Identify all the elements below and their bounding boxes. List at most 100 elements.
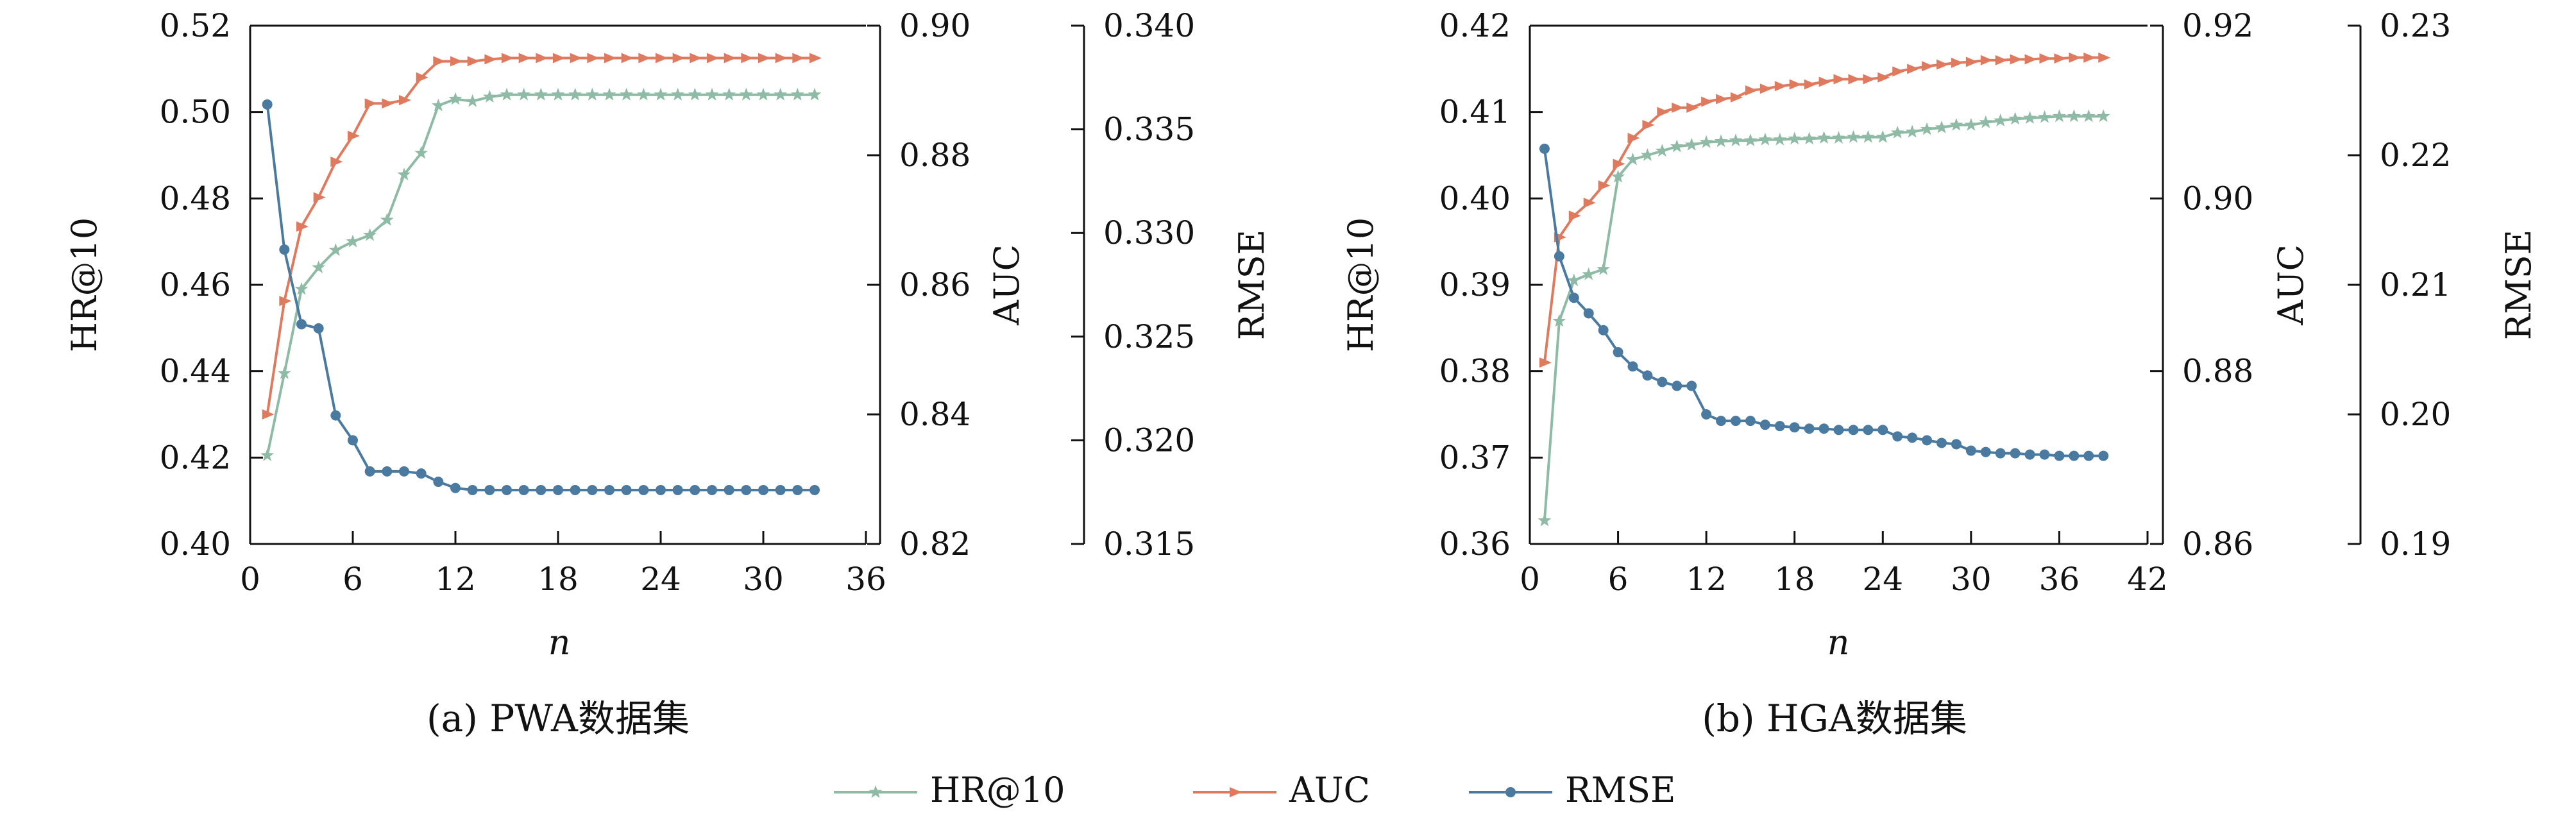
data-point-auc [1627,133,1640,144]
data-point-rmse [2010,448,2021,459]
data-point-rmse [1818,423,1829,434]
data-point-rmse [724,484,734,495]
data-point-hr [1552,314,1566,327]
data-point-hr [1802,132,1817,145]
data-point-auc [450,56,462,67]
data-point-rmse [1672,380,1682,391]
data-point-hr [2038,110,2051,123]
legend-marker-auc [1230,787,1242,797]
data-point-hr [739,87,753,101]
series-line-auc [1543,56,2104,363]
data-point-rmse [1598,325,1609,335]
data-point-rmse [1892,431,1903,442]
rmse-tick-label: 0.19 [2380,525,2451,563]
data-point-rmse [2024,449,2035,460]
data-point-hr [466,94,480,107]
rmse-tick-label: 0.340 [1103,7,1195,44]
data-point-auc [604,53,616,64]
data-point-rmse [1731,416,1741,427]
x-tick-label: 36 [2039,561,2080,598]
data-point-rmse [502,484,512,495]
data-point-rmse [1995,448,2006,459]
x-tick-label: 36 [845,561,886,598]
auc-axis-label: AUC [2271,244,2311,326]
rmse-axis-label: RMSE [1232,230,1272,340]
data-point-rmse [1951,439,1962,450]
x-tick-label: 30 [743,561,784,598]
data-point-rmse [1922,435,1933,446]
data-point-hr [1538,513,1552,527]
data-point-auc [2069,52,2081,63]
data-point-hr [1964,117,1978,131]
hr-tick-label: 0.52 [160,7,231,44]
data-point-auc [672,53,685,64]
data-point-hr [397,167,411,181]
data-point-auc [1804,79,1817,90]
auc-tick-label: 0.82 [899,525,970,563]
data-point-hr [1655,144,1669,157]
data-point-auc [638,53,651,64]
data-point-rmse [553,484,563,495]
data-point-hr [1979,115,1993,128]
data-point-rmse [296,319,307,330]
legend-item-auc: AUC [1193,770,1370,810]
data-point-hr [808,87,822,101]
data-point-auc [399,95,411,106]
data-point-auc [296,221,309,232]
data-point-hr [1699,135,1713,148]
data-point-auc [416,72,428,83]
hr-axis-label: HR@10 [1341,217,1381,352]
data-point-rmse [1554,251,1564,262]
rmse-axis-label: RMSE [2498,230,2539,340]
data-point-rmse [1745,416,1756,427]
data-point-auc [1613,158,1625,169]
data-point-hr [688,87,702,101]
data-point-auc [1951,57,1963,68]
series-hr [1538,109,2110,527]
data-point-hr [1876,130,1890,143]
legend-label-auc: AUC [1289,770,1370,810]
auc-tick-label: 0.90 [2182,180,2253,217]
rmse-tick-label: 0.20 [2380,396,2451,433]
data-point-rmse [672,484,683,495]
data-point-hr [1758,132,1772,146]
data-point-auc [2010,54,2022,65]
series-hr [260,87,822,461]
x-tick-label: 30 [1951,561,1992,598]
data-point-rmse [1907,432,1918,443]
data-point-hr [277,366,291,379]
data-point-auc [1789,79,1802,90]
legend-marker-rmse [1505,787,1516,797]
data-point-auc [621,53,634,64]
data-point-rmse [1716,416,1727,427]
data-point-auc [364,98,377,109]
legend: HR@10 AUC RMSE [834,770,1675,810]
data-point-auc [433,56,446,67]
data-point-hr [1994,114,2008,126]
data-point-auc [1701,96,1714,107]
data-point-hr [448,92,462,105]
data-point-hr [705,87,719,101]
data-point-auc [313,192,326,203]
data-point-rmse [1642,370,1653,381]
data-point-hr [790,87,804,101]
hr-tick-label: 0.40 [1439,180,1511,217]
data-point-auc [1922,61,1935,72]
auc-tick-label: 0.84 [899,396,970,433]
data-point-hr [414,146,428,159]
data-point-hr [1920,122,1934,135]
data-point-rmse [792,484,803,495]
x-tick-label: 18 [538,561,579,598]
data-point-auc [1774,81,1787,92]
data-point-hr [1597,262,1611,275]
hr-tick-label: 0.40 [160,525,231,563]
data-point-hr [312,260,326,273]
data-point-auc [1863,74,1876,85]
data-point-rmse [1789,422,1800,433]
data-point-hr [722,87,736,101]
legend-marker-hr [869,785,883,798]
data-point-auc [1995,55,2008,65]
data-point-hr [1567,273,1581,287]
data-point-hr [1949,117,1963,131]
